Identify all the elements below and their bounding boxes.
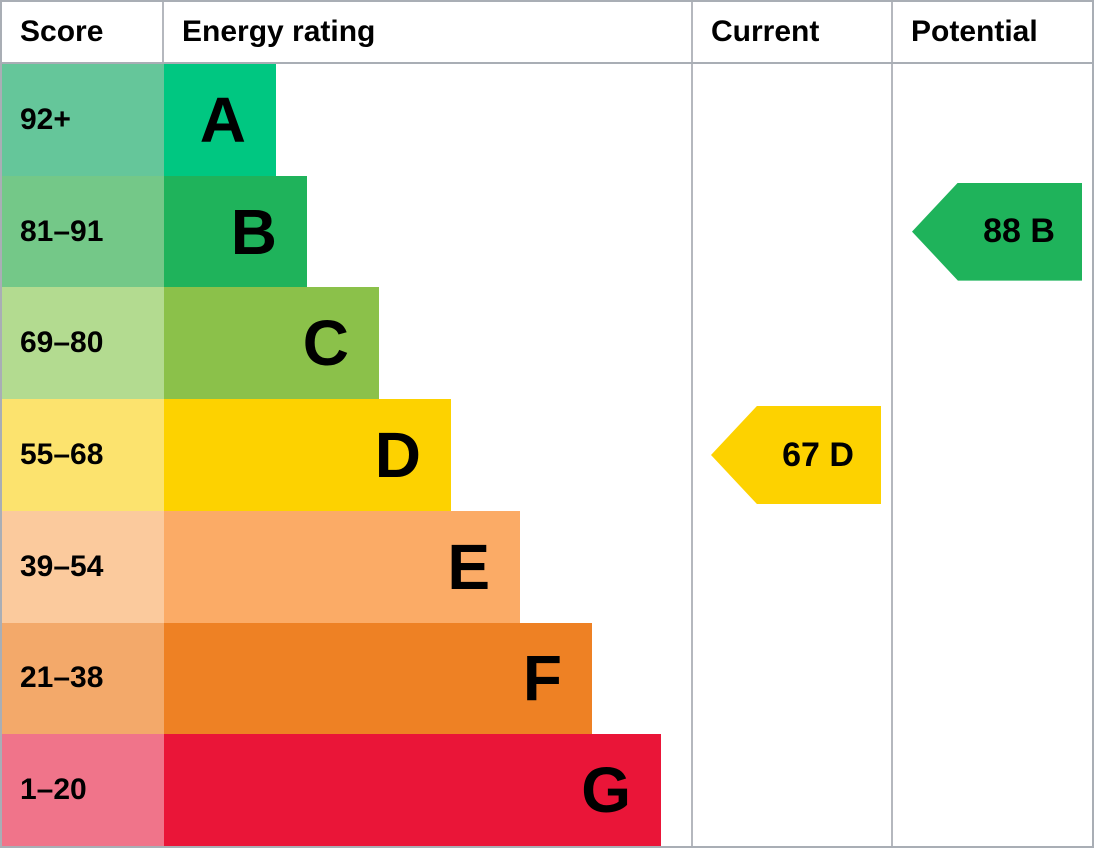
potential-cell bbox=[891, 64, 1092, 176]
band-row: 39–54 E bbox=[2, 510, 1092, 623]
band-bar-area: B bbox=[164, 175, 691, 288]
band-bar: A bbox=[164, 64, 276, 176]
potential-cell bbox=[891, 510, 1092, 623]
band-bar-area: G bbox=[164, 734, 691, 846]
current-cell bbox=[691, 734, 891, 846]
band-letter: F bbox=[522, 642, 562, 715]
current-cell bbox=[691, 175, 891, 288]
band-bar-area: E bbox=[164, 510, 691, 623]
header-row: Score Energy rating Current Potential bbox=[2, 2, 1092, 64]
band-letter: B bbox=[230, 195, 277, 268]
band-score-range: 92+ bbox=[2, 64, 164, 176]
band-row: 69–80 C bbox=[2, 287, 1092, 400]
band-letter: E bbox=[447, 530, 490, 603]
band-row: 92+ A bbox=[2, 64, 1092, 176]
band-rows: 92+ A 81–91 B 88 B 69–80 C 55–68 bbox=[2, 64, 1092, 846]
current-cell: 67 D bbox=[691, 399, 891, 511]
band-bar-area: C bbox=[164, 287, 691, 400]
potential-cell bbox=[891, 287, 1092, 400]
header-score: Score bbox=[2, 2, 164, 62]
current-rating-arrow: 67 D bbox=[711, 406, 881, 505]
current-cell bbox=[691, 287, 891, 400]
potential-rating-arrow-label: 88 B bbox=[983, 212, 1055, 251]
band-bar-area: A bbox=[164, 64, 691, 176]
current-cell bbox=[691, 64, 891, 176]
band-bar: F bbox=[164, 622, 592, 735]
band-score-range: 81–91 bbox=[2, 175, 164, 288]
band-row: 1–20 G bbox=[2, 734, 1092, 846]
current-cell bbox=[691, 510, 891, 623]
band-bar: D bbox=[164, 399, 451, 511]
band-bar: B bbox=[164, 175, 307, 288]
potential-rating-arrow: 88 B bbox=[912, 182, 1082, 281]
band-bar: C bbox=[164, 287, 379, 400]
current-rating-arrow-label: 67 D bbox=[782, 435, 854, 474]
band-bar-area: F bbox=[164, 622, 691, 735]
band-score-range: 69–80 bbox=[2, 287, 164, 400]
band-bar: E bbox=[164, 510, 520, 623]
band-bar-area: D bbox=[164, 399, 691, 511]
header-energy-rating: Energy rating bbox=[182, 15, 376, 48]
band-score-range: 39–54 bbox=[2, 510, 164, 623]
header-potential: Potential bbox=[891, 2, 1092, 62]
band-row: 81–91 B 88 B bbox=[2, 175, 1092, 288]
band-score-range: 1–20 bbox=[2, 734, 164, 846]
header-current: Current bbox=[691, 2, 891, 62]
current-cell bbox=[691, 622, 891, 735]
potential-cell: 88 B bbox=[891, 175, 1092, 288]
band-score-range: 55–68 bbox=[2, 399, 164, 511]
potential-cell bbox=[891, 399, 1092, 511]
potential-cell bbox=[891, 734, 1092, 846]
band-letter: A bbox=[199, 83, 246, 156]
band-letter: D bbox=[374, 419, 421, 492]
band-row: 55–68 D 67 D bbox=[2, 399, 1092, 511]
band-letter: C bbox=[302, 307, 349, 380]
band-letter: G bbox=[581, 754, 631, 827]
band-row: 21–38 F bbox=[2, 622, 1092, 735]
band-bar: G bbox=[164, 734, 661, 846]
potential-cell bbox=[891, 622, 1092, 735]
band-score-range: 21–38 bbox=[2, 622, 164, 735]
